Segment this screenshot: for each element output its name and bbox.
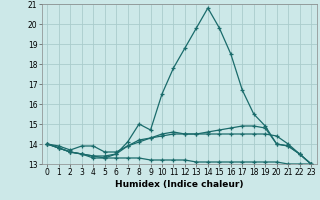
X-axis label: Humidex (Indice chaleur): Humidex (Indice chaleur) <box>115 180 244 189</box>
